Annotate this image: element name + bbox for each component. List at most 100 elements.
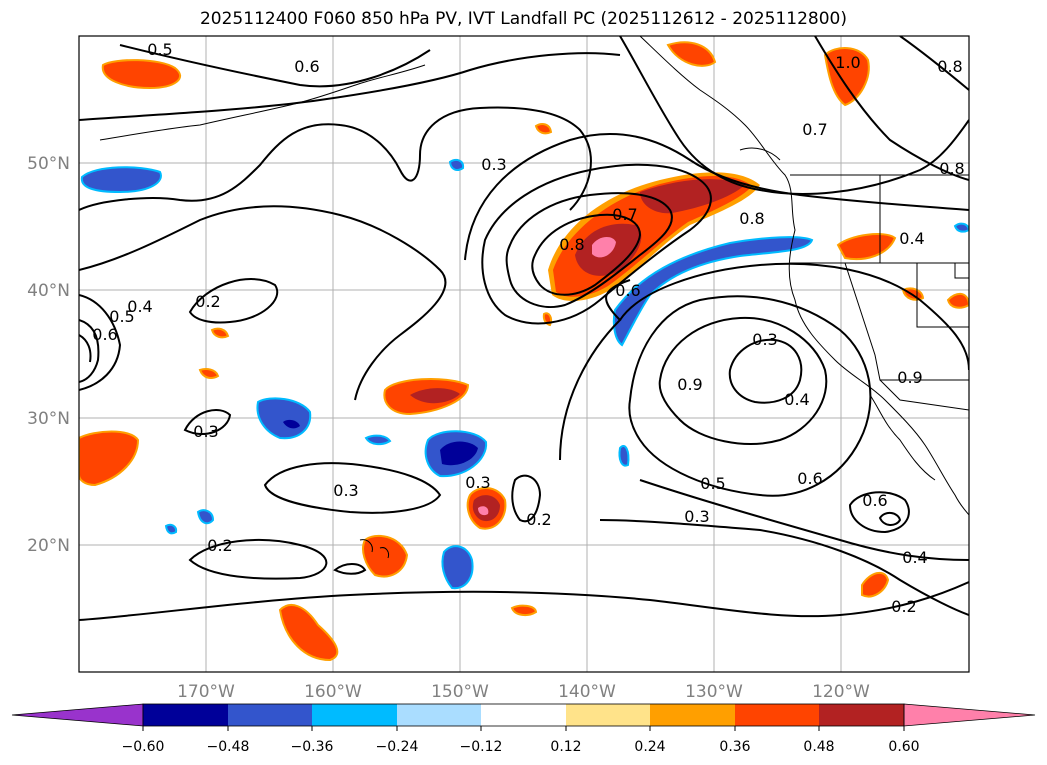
map-title: 2025112400 F060 850 hPa PV, IVT Landfall… bbox=[199, 9, 847, 29]
colorbar-label: −0.60 bbox=[122, 739, 165, 755]
contour-0-6-south bbox=[848, 491, 910, 534]
contour-label: 1.0 bbox=[835, 53, 860, 72]
lat-tick-label: 30°N bbox=[27, 409, 70, 429]
contour-small-closed bbox=[333, 563, 367, 575]
map-panel bbox=[79, 36, 969, 672]
positive-anomaly-small-4 bbox=[198, 368, 220, 379]
contour-0-6-inner bbox=[878, 512, 902, 526]
contour-0-3-low bbox=[658, 316, 828, 445]
pv-contours bbox=[79, 36, 969, 621]
contour-label: 0.4 bbox=[127, 297, 152, 316]
lat-tick-labels: 50°N 40°N 30°N 20°N bbox=[27, 154, 70, 556]
contour-0-7-east bbox=[619, 36, 969, 195]
contour-label: 0.6 bbox=[615, 281, 640, 300]
negative-anomaly-small-3 bbox=[618, 445, 630, 467]
contour-label: 0.2 bbox=[526, 510, 551, 529]
contour-0-8-east bbox=[464, 132, 969, 261]
contour-label: 0.6 bbox=[92, 325, 117, 344]
lat-tick-label: 50°N bbox=[27, 154, 70, 174]
colorbar-label: −0.36 bbox=[291, 739, 334, 755]
lon-tick-label: 130°W bbox=[685, 682, 743, 702]
contour-0-2-south bbox=[79, 581, 969, 621]
state-border-5 bbox=[844, 262, 969, 381]
colorbar-segment bbox=[566, 704, 650, 726]
contour-0-7-ridge bbox=[505, 192, 673, 308]
contour-0-4-low bbox=[628, 295, 872, 497]
negative-anomaly-small-4 bbox=[448, 159, 465, 171]
contour-label: 0.4 bbox=[784, 390, 809, 409]
contour-label: 0.2 bbox=[207, 536, 232, 555]
contour-label: 0.8 bbox=[939, 159, 964, 178]
negative-anomaly-small-5 bbox=[164, 523, 178, 535]
negative-anomaly-small-1 bbox=[196, 509, 215, 525]
contour-0-5-west-edge bbox=[79, 319, 100, 383]
colorbar-outline bbox=[142, 703, 905, 727]
contour-label: 0.8 bbox=[739, 209, 764, 228]
lon-tick-label: 170°W bbox=[177, 682, 235, 702]
map-frame bbox=[78, 35, 970, 673]
contour-1-0 bbox=[899, 36, 969, 91]
contour-label: 0.9 bbox=[897, 368, 922, 387]
positive-anomaly-south bbox=[278, 604, 339, 662]
contour-0-4-west-edge bbox=[79, 294, 122, 391]
colorbar-segment bbox=[650, 704, 735, 726]
contour-0-3-west bbox=[183, 409, 232, 435]
negative-anomaly-ridge bbox=[612, 236, 814, 347]
contour-0-5-west bbox=[559, 279, 631, 461]
contour-0-2-hawaii bbox=[511, 474, 542, 523]
colorbar-label: 0.24 bbox=[634, 739, 665, 755]
us-mexico-border bbox=[879, 379, 969, 411]
contour-label: 0.4 bbox=[902, 548, 927, 567]
lat-tick-label: 40°N bbox=[27, 281, 70, 301]
baja-california bbox=[869, 394, 936, 481]
lon-tick-label: 160°W bbox=[304, 682, 362, 702]
colorbar-label: 0.48 bbox=[803, 739, 834, 755]
positive-anomaly-canada bbox=[823, 47, 870, 107]
lon-tick-label: 120°W bbox=[812, 682, 870, 702]
positive-anomaly-hawaii-east-peak bbox=[478, 506, 489, 516]
negative-shading bbox=[80, 159, 969, 590]
contour-label-group: 0.5 0.6 1.0 0.8 0.3 0.7 0.8 0.7 0.8 0.8 … bbox=[92, 40, 964, 616]
contour-0-5-north bbox=[119, 44, 431, 88]
colorbar-segment bbox=[735, 704, 819, 726]
state-border-4 bbox=[916, 263, 969, 328]
colorbar-label: −0.24 bbox=[376, 739, 419, 755]
positive-anomaly-hawaii bbox=[362, 534, 409, 578]
positive-anomaly-small-6 bbox=[534, 123, 553, 135]
colorbar-extend-max bbox=[903, 703, 1036, 727]
contour-label: 0.7 bbox=[802, 120, 827, 139]
contour-label: 0.3 bbox=[481, 155, 506, 174]
contour-0-8-inner bbox=[531, 213, 642, 296]
colorbar-label: 0.12 bbox=[550, 739, 581, 755]
colorbar-segment bbox=[228, 704, 312, 726]
contour-0-6-west-edge bbox=[79, 334, 92, 363]
contour-label: 0.2 bbox=[195, 292, 220, 311]
lon-tick-labels: 170°W 160°W 150°W 140°W 130°W 120°W bbox=[177, 682, 870, 702]
positive-anomaly-peak bbox=[592, 236, 616, 258]
contour-label: 0.3 bbox=[193, 422, 218, 441]
contour-label: 0.3 bbox=[333, 481, 358, 500]
colorbar-segment bbox=[397, 704, 481, 726]
contour-label: 0.4 bbox=[899, 229, 924, 248]
contour-label: 0.9 bbox=[677, 375, 702, 394]
state-border-3 bbox=[954, 263, 969, 279]
contour-label: 0.3 bbox=[684, 507, 709, 526]
colorbar-extend-min bbox=[11, 703, 144, 727]
coastlines bbox=[99, 36, 969, 559]
positive-anomaly-inland bbox=[836, 233, 897, 260]
north-america-coast bbox=[639, 36, 969, 516]
contour-label: 0.6 bbox=[797, 469, 822, 488]
positive-anomaly-central-strong bbox=[410, 388, 460, 404]
vancouver-island bbox=[739, 147, 781, 161]
contour-0-8-ridge bbox=[481, 163, 712, 325]
positive-anomaly-small-5 bbox=[210, 327, 230, 339]
hawaii-islands bbox=[359, 539, 373, 553]
contour-label: 0.2 bbox=[891, 597, 916, 616]
contour-label: 0.5 bbox=[700, 474, 725, 493]
contour-label: 0.7 bbox=[612, 205, 637, 224]
positive-anomaly-small-2 bbox=[946, 292, 969, 309]
contour-label: 0.8 bbox=[559, 235, 584, 254]
contour-label: 0.5 bbox=[147, 40, 172, 59]
colorbar-label: −0.12 bbox=[460, 739, 503, 755]
